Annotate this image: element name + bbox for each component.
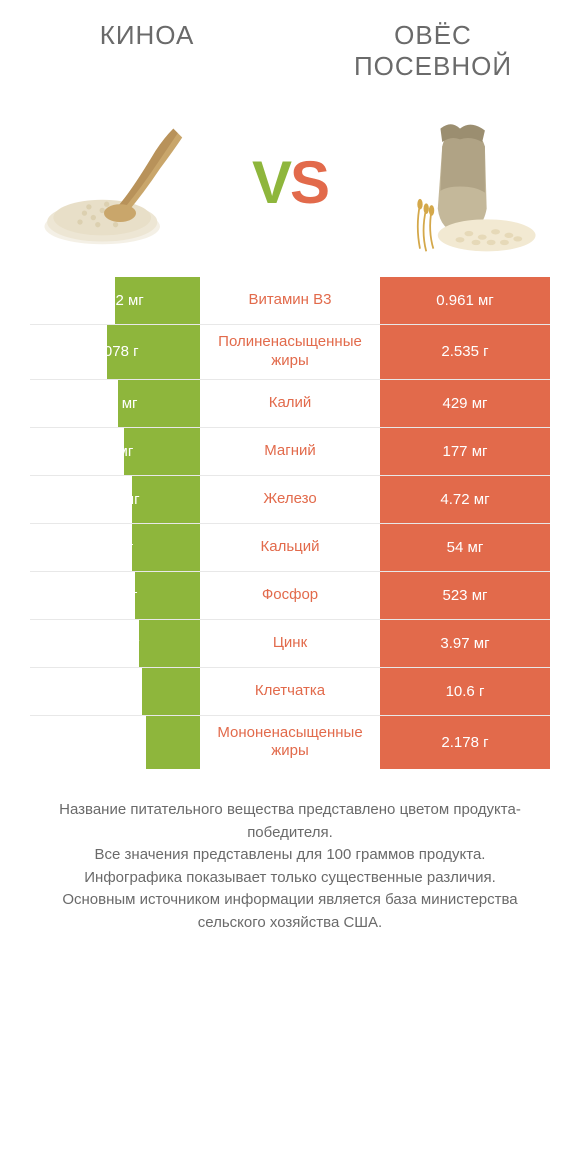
left-value: 152 мг [93,587,138,604]
right-product-title: Овёс посевной [316,20,550,82]
nutrient-label: Мононенасыщенные жиры [200,716,380,770]
left-value: 2.8 г [100,683,131,700]
left-bar [135,572,200,619]
left-value: 0.528 г [91,734,138,751]
left-bar [124,428,201,475]
right-value-cell: 10.6 г [380,668,550,715]
table-row: 1.078 г Полиненасыщенные жиры 2.535 г [30,325,550,380]
right-value-cell: 2.178 г [380,716,550,770]
nutrient-label: Железо [200,476,380,523]
vs-label: VS [252,148,328,217]
right-value: 2.178 г [441,734,488,751]
footer-line: Все значения представлены для 100 граммо… [30,844,550,867]
table-row: 0.528 г Мононенасыщенные жиры 2.178 г [30,716,550,770]
table-row: 64 мг Магний 177 мг [30,428,550,476]
vs-v: V [252,149,290,216]
left-bar [146,716,200,770]
right-value-cell: 54 мг [380,524,550,571]
table-row: 2.8 г Клетчатка 10.6 г [30,668,550,716]
left-bar [132,476,200,523]
table-row: 0.412 мг Витамин B3 0.961 мг [30,277,550,325]
right-value: 429 мг [443,395,488,412]
right-value-cell: 429 мг [380,380,550,427]
nutrient-label: Магний [200,428,380,475]
left-value: 172 мг [93,395,138,412]
left-product-image [30,102,210,262]
left-value-cell: 0.412 мг [30,277,200,324]
right-value: 4.72 мг [440,491,489,508]
right-product-image [370,102,550,262]
footer-line: Название питательного вещества представл… [30,799,550,844]
left-bar [132,524,200,571]
header: Киноа Овёс посевной [0,0,580,82]
right-value: 2.535 г [441,343,488,360]
left-value-cell: 172 мг [30,380,200,427]
left-value-cell: 64 мг [30,428,200,475]
left-value: 1.49 мг [90,491,139,508]
table-row: 1.09 мг Цинк 3.97 мг [30,620,550,668]
left-value: 1.09 мг [90,635,139,652]
nutrient-label: Клетчатка [200,668,380,715]
left-value: 17 мг [97,539,134,556]
left-value-cell: 2.8 г [30,668,200,715]
table-row: 172 мг Калий 429 мг [30,380,550,428]
vs-s: S [290,149,328,216]
left-value: 0.412 мг [86,292,144,309]
left-bar [139,620,200,667]
right-value-cell: 2.535 г [380,325,550,379]
table-row: 1.49 мг Железо 4.72 мг [30,476,550,524]
left-value-cell: 152 мг [30,572,200,619]
left-product-title: Киноа [30,20,264,51]
left-value: 64 мг [97,443,134,460]
left-value-cell: 0.528 г [30,716,200,770]
images-row: VS [0,82,580,277]
footer-notes: Название питательного вещества представл… [0,769,580,934]
nutrient-label: Кальций [200,524,380,571]
nutrient-label: Витамин B3 [200,277,380,324]
right-value-cell: 4.72 мг [380,476,550,523]
left-value-cell: 17 мг [30,524,200,571]
footer-line: Инфографика показывает только существенн… [30,867,550,890]
right-value-cell: 177 мг [380,428,550,475]
right-value-cell: 523 мг [380,572,550,619]
nutrient-label: Цинк [200,620,380,667]
left-value: 1.078 г [91,343,138,360]
left-value-cell: 1.49 мг [30,476,200,523]
comparison-table: 0.412 мг Витамин B3 0.961 мг 1.078 г Полинен… [0,277,580,769]
right-value: 177 мг [443,443,488,460]
nutrient-label: Фосфор [200,572,380,619]
left-value-cell: 1.09 мг [30,620,200,667]
nutrient-label: Калий [200,380,380,427]
left-bar [142,668,200,715]
right-value: 0.961 мг [436,292,494,309]
right-value: 3.97 мг [440,635,489,652]
right-value: 54 мг [447,539,484,556]
nutrient-label: Полиненасыщенные жиры [200,325,380,379]
right-value: 523 мг [443,587,488,604]
right-value-cell: 3.97 мг [380,620,550,667]
left-value-cell: 1.078 г [30,325,200,379]
right-value-cell: 0.961 мг [380,277,550,324]
right-value: 10.6 г [446,683,485,700]
table-row: 152 мг Фосфор 523 мг [30,572,550,620]
footer-line: Основным источником информации является … [30,889,550,934]
table-row: 17 мг Кальций 54 мг [30,524,550,572]
